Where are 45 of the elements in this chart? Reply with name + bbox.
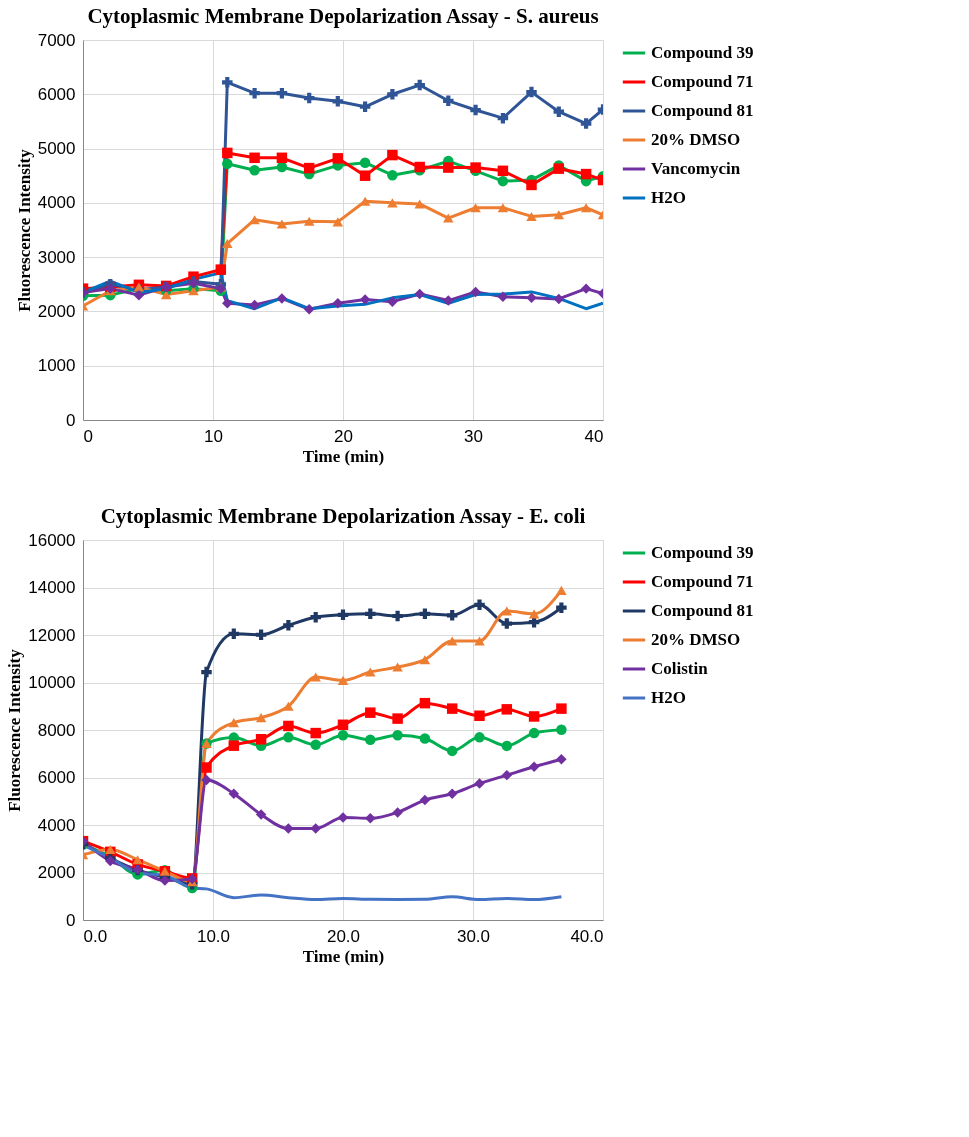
y-tick-label: 2000 <box>37 863 76 882</box>
legend-label: H2O <box>651 688 686 707</box>
chart-title: Cytoplasmic Membrane Depolarization Assay - S. aureus <box>87 4 599 28</box>
x-tick-label: 20 <box>334 426 353 446</box>
y-axis-title: Fluorescence Intensity <box>5 648 25 812</box>
y-tick-label: 5000 <box>37 139 76 159</box>
x-tick-label: 40 <box>584 426 604 446</box>
legend-label: Compound 71 <box>651 572 754 591</box>
x-tick-label: 30 <box>464 426 483 446</box>
y-tick-label: 6000 <box>37 84 76 104</box>
y-tick-label: 8000 <box>37 720 76 740</box>
x-tick-label: 0.0 <box>83 926 108 946</box>
y-tick-label: 2000 <box>37 301 76 321</box>
y-tick-label: 0 <box>66 410 76 430</box>
legend-label: Compound 81 <box>651 101 754 120</box>
legend-label: H2O <box>651 188 686 207</box>
x-tick-label: 10 <box>204 426 223 446</box>
y-tick-label: 14000 <box>28 578 76 597</box>
y-tick-label: 7000 <box>37 30 76 50</box>
legend-label: 20% DMSO <box>651 630 741 649</box>
x-axis-title: Time (min) <box>302 446 385 466</box>
x-axis-title: Time (min) <box>302 946 385 966</box>
y-tick-label: 0 <box>66 910 76 930</box>
x-tick-label: 0 <box>83 426 93 446</box>
x-tick-label: 20.0 <box>326 926 361 946</box>
legend-label: 20% DMSO <box>651 130 741 149</box>
y-axis-title: Fluorescence Intensity <box>14 148 34 312</box>
legend-label: Compound 71 <box>651 72 754 91</box>
y-tick-label: 12000 <box>28 625 76 645</box>
x-tick-label: 40.0 <box>570 926 604 946</box>
y-tick-label: 4000 <box>37 815 76 835</box>
y-tick-label: 10000 <box>28 673 76 692</box>
legend-label: Compound 81 <box>651 601 754 620</box>
y-tick-label: 3000 <box>37 247 76 267</box>
y-tick-label: 4000 <box>37 193 76 213</box>
x-tick-label: 30.0 <box>456 926 491 946</box>
y-tick-label: 16000 <box>28 530 76 550</box>
legend-label: Compound 39 <box>651 543 754 562</box>
y-tick-label: 1000 <box>37 356 76 376</box>
legend-label: Vancomycin <box>651 159 741 178</box>
legend-label: Compound 39 <box>651 43 754 62</box>
x-tick-label: 10.0 <box>196 926 231 946</box>
y-tick-label: 6000 <box>37 768 76 787</box>
legend-label: Colistin <box>651 659 709 678</box>
chart-title: Cytoplasmic Membrane Depolarization Assay - E. coli <box>100 504 586 528</box>
